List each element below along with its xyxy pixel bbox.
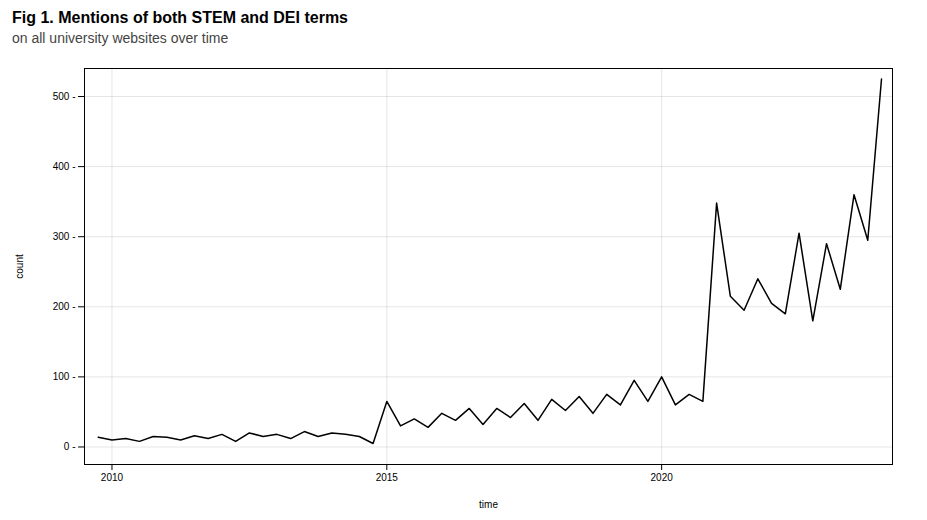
svg-text:2015: 2015: [376, 471, 399, 482]
html-text:on all university websites ove: on all university websites over time: [12, 30, 229, 46]
svg-text:500 -: 500 -: [53, 90, 76, 101]
svg-text:time: time: [479, 498, 498, 509]
svg-text:count: count: [14, 254, 25, 279]
svg-text:100 -: 100 -: [53, 371, 76, 382]
svg-text:0 -: 0 -: [64, 441, 76, 452]
svg-text:300 -: 300 -: [53, 230, 76, 241]
svg-text:2010: 2010: [101, 471, 124, 482]
svg-text:2020: 2020: [651, 471, 674, 482]
svg-text:400 -: 400 -: [53, 160, 76, 171]
svg-text:200 -: 200 -: [53, 301, 76, 312]
html-text:Fig 1. Mentions of both STEM a: Fig 1. Mentions of both STEM and DEI ter…: [12, 9, 348, 26]
